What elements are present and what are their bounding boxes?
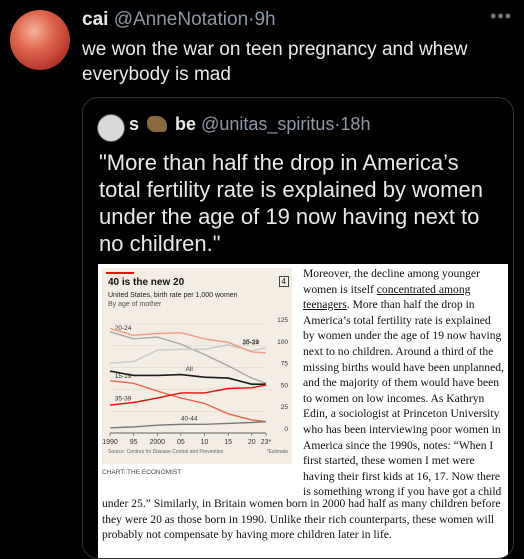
quote-header: s be @unitas_spiritus·18h: [129, 114, 370, 135]
x-tick-label: 15: [224, 439, 232, 446]
chart-source: Source: Centres for Disease Control and …: [108, 449, 224, 455]
chart-subtitle: United States, birth rate per 1,000 wome…: [108, 292, 238, 299]
article-body-bottom: under 25.” Similarly, in Britain women b…: [102, 497, 501, 542]
article-image[interactable]: 40 is the new 20 4 United States, birth …: [98, 264, 508, 558]
quote-time[interactable]: 18h: [340, 114, 371, 134]
x-tick-label: 10: [201, 439, 209, 446]
series-line-35-39: [109, 384, 267, 406]
y-tick-label: 25: [281, 404, 289, 411]
series-label-15-19: 15-19: [115, 373, 132, 380]
y-tick-label: 75: [281, 361, 289, 368]
series-line-All: [109, 370, 266, 385]
y-tick-label: 0: [284, 426, 288, 433]
series-label-All: All: [186, 366, 194, 373]
series-line-25-29: [109, 327, 267, 354]
tweet-header: cai @AnneNotation·9h: [82, 9, 276, 31]
article-body: Moreover, the decline among younger wome…: [303, 266, 505, 500]
more-options-icon[interactable]: •••: [490, 6, 512, 26]
time-separator: ·: [248, 9, 255, 30]
author-handle[interactable]: @AnneNotation: [113, 9, 249, 30]
author-name[interactable]: cai: [82, 9, 109, 30]
quote-time-separator: ·: [334, 114, 341, 134]
x-tick-label: 1990: [102, 439, 118, 446]
series-line-40-44: [109, 421, 267, 429]
chart-number: 4: [278, 276, 289, 287]
chart-estimate-note: *Estimate: [267, 449, 289, 455]
series-line-15-19: [109, 380, 267, 423]
series-label-40-44: 40-44: [181, 415, 198, 422]
x-tick-label: 23*: [261, 439, 272, 446]
quote-author-handle[interactable]: @unitas_spiritus: [201, 114, 335, 134]
article-link[interactable]: concentrated among teenagers: [303, 282, 471, 312]
x-tick-label: 95: [130, 439, 138, 446]
chart: 40 is the new 20 4 United States, birth …: [102, 268, 292, 464]
x-tick-label: 20: [248, 439, 256, 446]
x-tick-label: 05: [177, 439, 185, 446]
y-tick-label: 100: [277, 339, 288, 346]
y-tick-label: 50: [281, 382, 289, 389]
quote-text: "More than half the drop in America’s to…: [99, 150, 483, 256]
series-label-25-29: 25-29: [242, 339, 259, 346]
tweet-text: we won the war on teen pregnancy and whe…: [82, 39, 468, 85]
chart-accent-bar: [106, 272, 134, 274]
x-tick-label: 2000: [149, 439, 165, 446]
chart-subtitle-2: By age of mother: [108, 301, 162, 308]
article-body-rest: . More than half the drop in America’s t…: [303, 298, 504, 499]
quote-author-avatar[interactable]: [97, 114, 125, 142]
series-label-20-24: 20-24: [115, 325, 132, 332]
otter-emoji-icon: [147, 116, 168, 132]
quote-author-name-b[interactable]: be: [175, 114, 197, 134]
chart-title: 40 is the new 20: [108, 277, 185, 288]
article-body-top: Moreover, the decline among younger wome…: [303, 267, 480, 296]
quoted-tweet[interactable]: s be @unitas_spiritus·18h "More than hal…: [82, 97, 514, 559]
series-label-30-34: 30-34: [242, 340, 259, 347]
tweet-time[interactable]: 9h: [254, 9, 276, 30]
y-tick-label: 125: [277, 317, 288, 324]
chart-plot: 0 25 50 75 100 125 1990 95 2000 05 10 15 20 23* 20-24 3…: [102, 317, 289, 455]
chart-credit: CHART: THE ECONOMIST: [102, 469, 182, 476]
series-label-35-39: 35-39: [115, 396, 132, 403]
quote-author-name-a[interactable]: s: [129, 114, 140, 134]
author-avatar[interactable]: [10, 10, 70, 70]
